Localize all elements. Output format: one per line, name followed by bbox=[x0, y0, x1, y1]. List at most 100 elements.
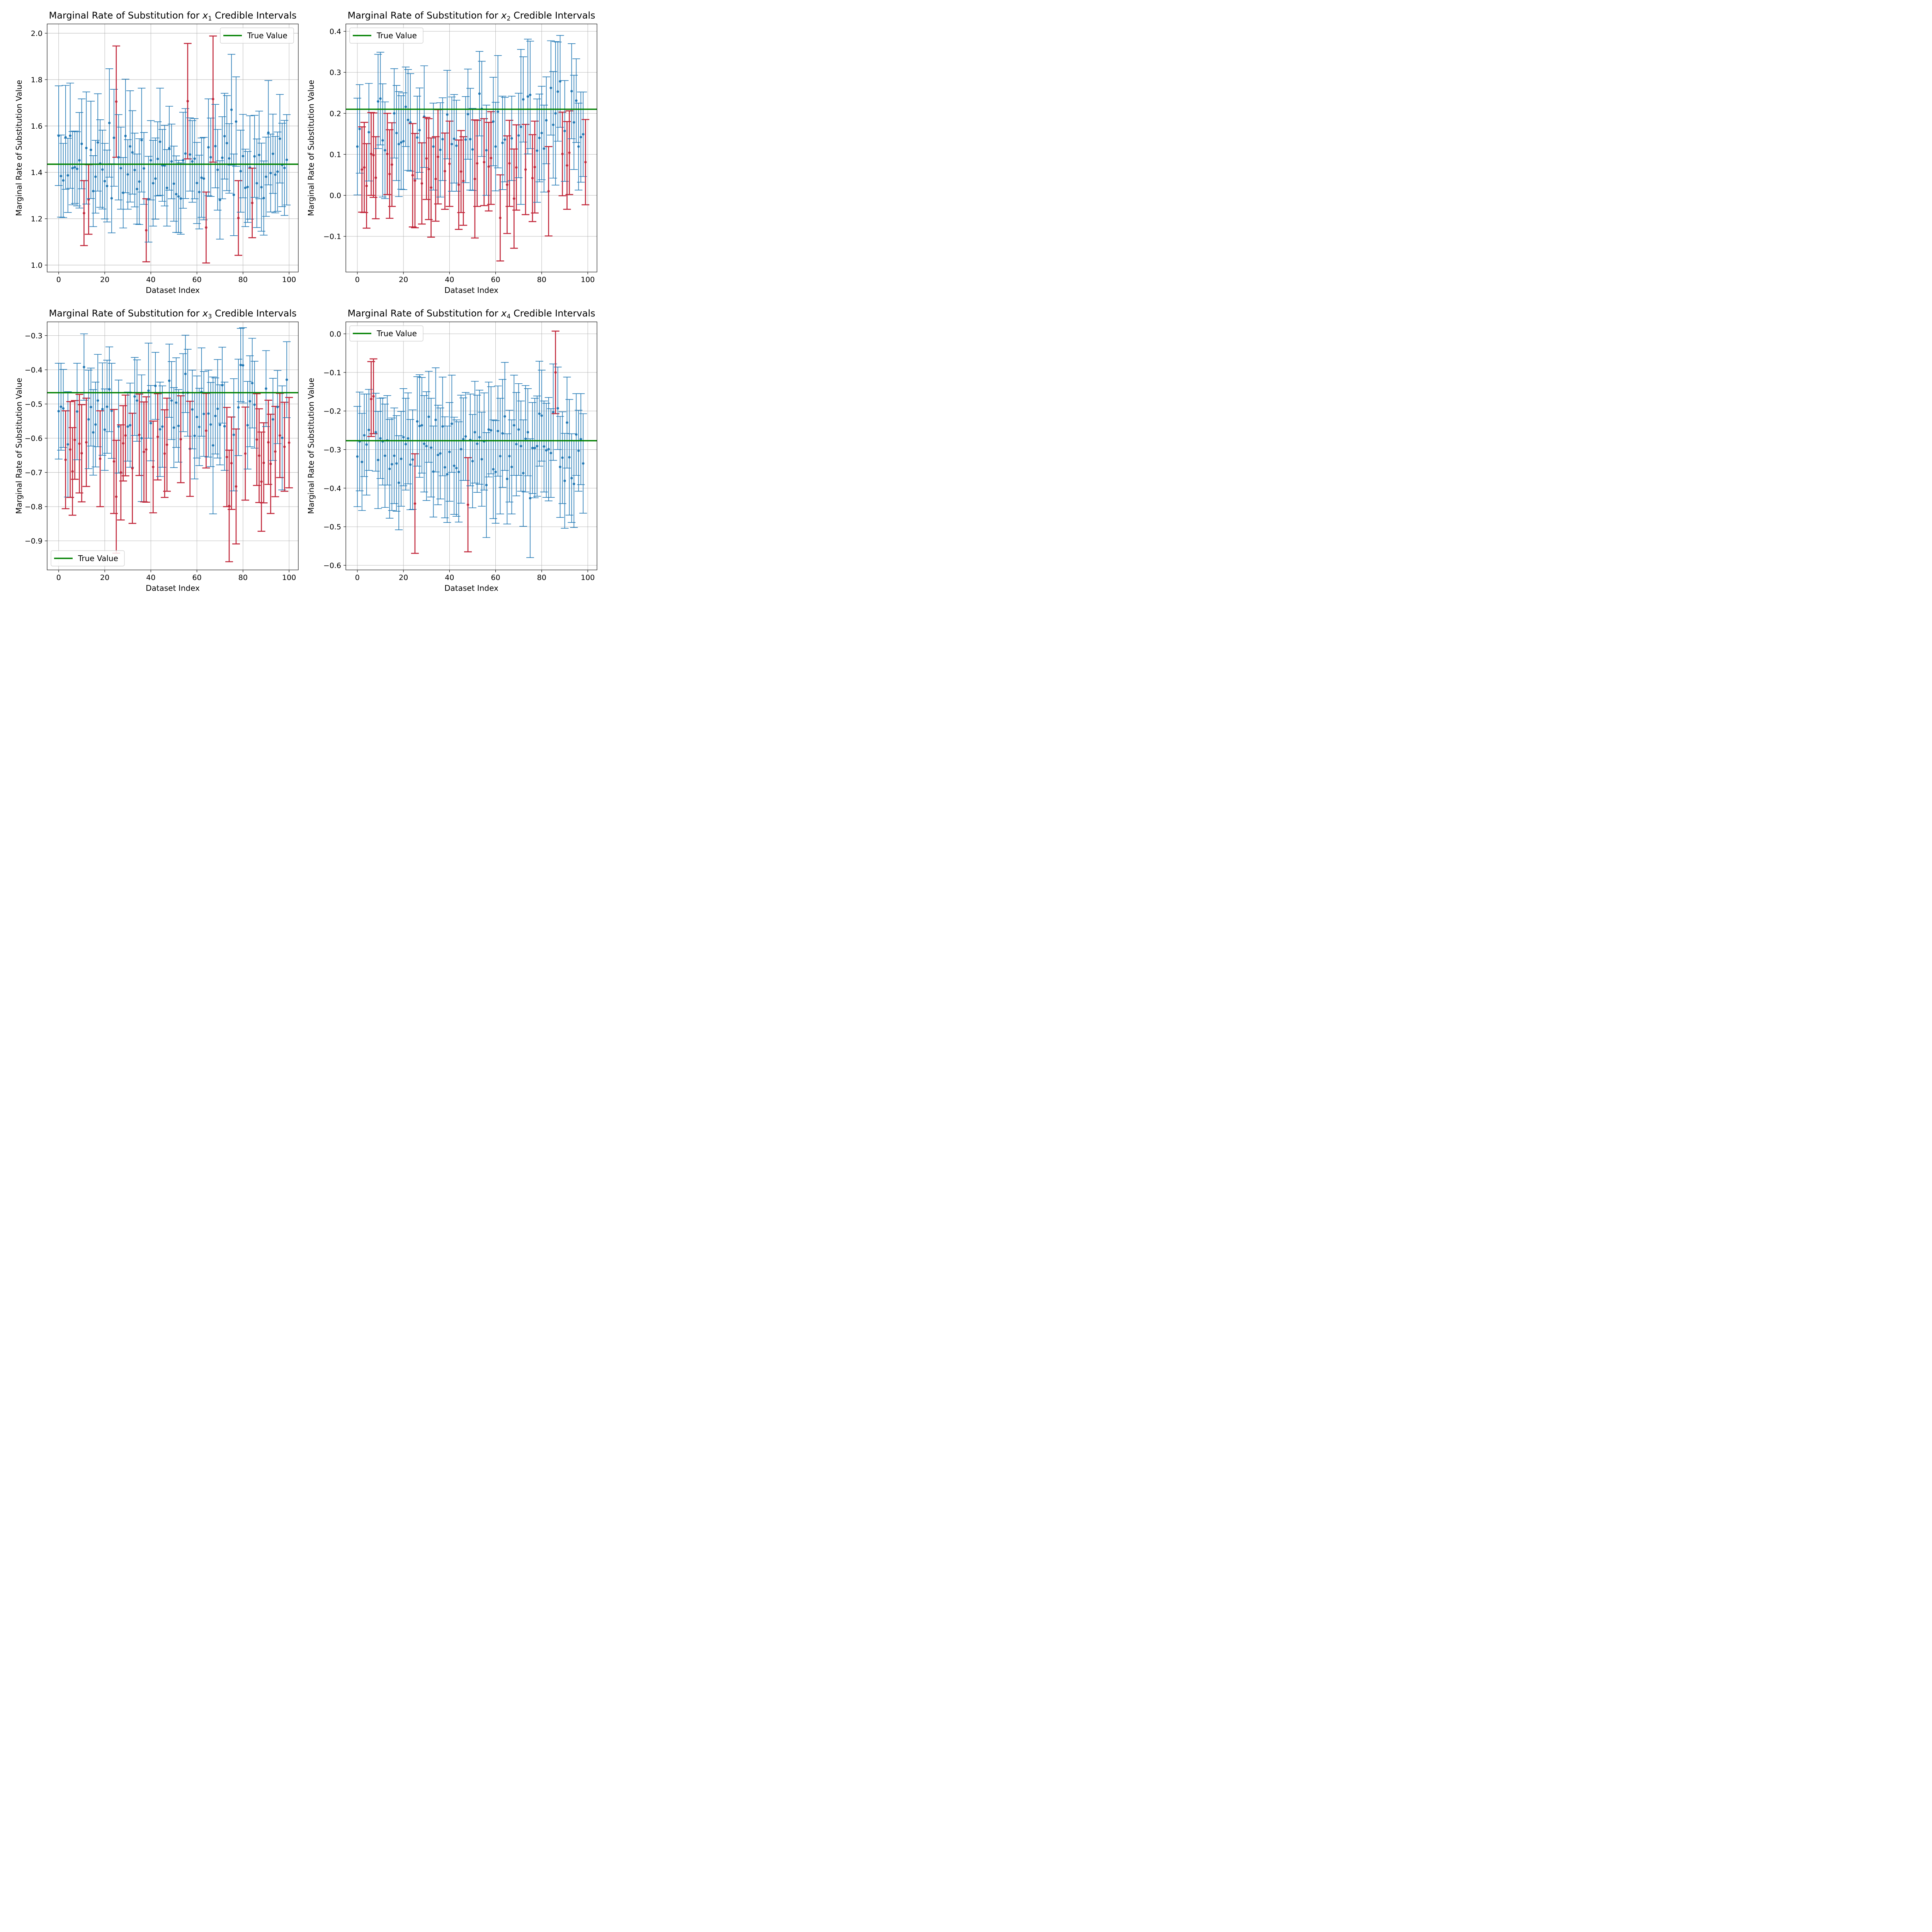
point-estimate bbox=[138, 434, 141, 436]
point-estimate bbox=[478, 92, 481, 95]
subplot-x2: 0 20 40 60 80 100 −0.1 0.0 0.1 0.2 0.3 0.4 Dataset I… bbox=[306, 10, 597, 295]
point-estimate bbox=[244, 187, 247, 189]
interval-covering-true-value bbox=[577, 393, 585, 485]
x-tick-label: 20 bbox=[399, 276, 408, 284]
point-estimate bbox=[404, 105, 407, 108]
point-estimate bbox=[214, 145, 217, 148]
point-estimate bbox=[358, 128, 361, 130]
point-estimate bbox=[269, 172, 272, 174]
interval-covering-true-value bbox=[283, 114, 291, 206]
point-estimate bbox=[508, 162, 511, 165]
point-estimate bbox=[87, 198, 90, 201]
interval-missing-true-value bbox=[441, 132, 449, 210]
interval-covering-true-value bbox=[193, 142, 201, 224]
interval-missing-true-value bbox=[369, 358, 378, 434]
interval-missing-true-value bbox=[582, 119, 590, 206]
point-estimate bbox=[198, 425, 201, 429]
point-estimate bbox=[356, 455, 359, 458]
interval-missing-true-value bbox=[496, 174, 504, 262]
interval-covering-true-value bbox=[216, 160, 224, 240]
interval-covering-true-value bbox=[73, 131, 81, 206]
point-estimate bbox=[62, 407, 65, 410]
point-estimate bbox=[212, 98, 214, 100]
interval-missing-true-value bbox=[459, 136, 468, 226]
interval-covering-true-value bbox=[572, 58, 580, 143]
point-estimate bbox=[281, 436, 284, 439]
subplot-x4: 0 20 40 60 80 100 −0.6 −0.5 −0.4 −0.3 −0.2 −0.1 0.0 D… bbox=[306, 308, 597, 593]
interval-covering-true-value bbox=[535, 94, 543, 182]
interval-covering-true-value bbox=[181, 335, 189, 413]
point-estimate bbox=[439, 452, 442, 455]
point-estimate bbox=[260, 186, 263, 189]
interval-covering-true-value bbox=[540, 105, 548, 192]
interval-missing-true-value bbox=[78, 404, 86, 503]
point-estimate bbox=[556, 90, 559, 93]
y-tick-label: −0.6 bbox=[323, 561, 341, 570]
x-tick-label: 60 bbox=[491, 573, 500, 582]
interval-covering-true-value bbox=[489, 419, 497, 519]
point-estimate bbox=[269, 463, 272, 465]
interval-missing-true-value bbox=[234, 180, 242, 256]
point-estimate bbox=[356, 145, 359, 148]
point-estimate bbox=[145, 229, 148, 232]
point-estimate bbox=[395, 132, 398, 134]
legend-label: True Value bbox=[376, 31, 417, 40]
point-estimate bbox=[85, 441, 88, 444]
interval-covering-true-value bbox=[230, 378, 238, 492]
interval-covering-true-value bbox=[376, 398, 384, 479]
interval-covering-true-value bbox=[579, 413, 587, 514]
point-estimate bbox=[184, 152, 187, 155]
interval-covering-true-value bbox=[353, 98, 361, 196]
point-estimate bbox=[563, 129, 566, 133]
point-estimate bbox=[246, 185, 249, 188]
point-estimate bbox=[205, 429, 207, 432]
interval-covering-true-value bbox=[563, 376, 571, 469]
point-estimate bbox=[165, 443, 168, 446]
point-estimate bbox=[418, 129, 421, 132]
point-estimate bbox=[499, 455, 502, 457]
interval-covering-true-value bbox=[158, 385, 167, 468]
point-estimate bbox=[409, 463, 412, 466]
point-estimate bbox=[255, 182, 258, 185]
point-estimate bbox=[554, 371, 557, 374]
point-estimate bbox=[420, 424, 423, 427]
point-estimate bbox=[64, 136, 67, 139]
interval-covering-true-value bbox=[281, 120, 289, 216]
point-estimate bbox=[580, 136, 582, 139]
point-estimate bbox=[179, 197, 182, 200]
interval-covering-true-value bbox=[214, 359, 222, 459]
point-estimate bbox=[526, 95, 529, 98]
interval-covering-true-value bbox=[577, 92, 585, 183]
point-estimate bbox=[549, 87, 552, 89]
interval-covering-true-value bbox=[274, 131, 282, 212]
interval-covering-true-value bbox=[365, 389, 373, 471]
interval-covering-true-value bbox=[145, 343, 153, 439]
point-estimate bbox=[547, 190, 550, 193]
title-prefix: Marginal Rate of Substitution for bbox=[347, 308, 501, 319]
point-estimate bbox=[170, 160, 173, 163]
interval-covering-true-value bbox=[216, 384, 224, 465]
x-tick-label: 60 bbox=[192, 573, 202, 582]
point-estimate bbox=[471, 460, 474, 463]
point-estimate bbox=[459, 170, 463, 173]
interval-missing-true-value bbox=[464, 457, 472, 553]
point-estimate bbox=[73, 439, 76, 441]
legend-box bbox=[51, 550, 125, 566]
interval-covering-true-value bbox=[264, 80, 272, 185]
interval-covering-true-value bbox=[517, 49, 525, 205]
point-estimate bbox=[526, 431, 529, 434]
point-estimate bbox=[214, 415, 217, 417]
point-estimate bbox=[175, 401, 178, 404]
point-estimate bbox=[287, 441, 291, 444]
interval-covering-true-value bbox=[156, 88, 164, 196]
chart-title: Marginal Rate of Substitution for x3 Cre… bbox=[49, 308, 296, 320]
interval-covering-true-value bbox=[524, 388, 532, 476]
point-estimate bbox=[441, 138, 444, 141]
point-estimate bbox=[543, 445, 546, 448]
point-estimate bbox=[490, 156, 492, 160]
interval-covering-true-value bbox=[68, 131, 77, 205]
x-tick-label: 40 bbox=[445, 276, 454, 284]
chart-title: Marginal Rate of Substitution for x2 Cre… bbox=[347, 10, 595, 22]
point-estimate bbox=[274, 450, 277, 453]
point-estimate bbox=[552, 411, 554, 413]
